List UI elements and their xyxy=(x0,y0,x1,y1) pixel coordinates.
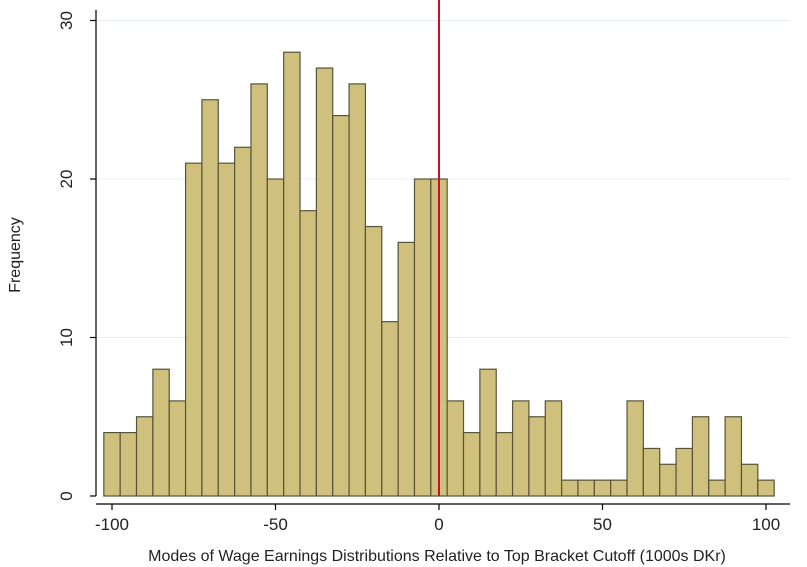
histogram-bar xyxy=(675,447,694,497)
histogram-bar xyxy=(691,416,710,497)
histogram-bar xyxy=(299,210,317,497)
x-tick-label: -50 xyxy=(263,515,288,534)
histogram-bar xyxy=(708,479,726,497)
histogram-bar xyxy=(577,479,595,497)
y-tick-label: 30 xyxy=(57,11,76,30)
histogram-bar xyxy=(234,146,252,497)
histogram-bar xyxy=(495,432,514,497)
x-axis-label: Modes of Wage Earnings Distributions Rel… xyxy=(148,548,726,565)
histogram-bar xyxy=(152,368,170,497)
histogram-bar xyxy=(740,463,759,497)
histogram-bar xyxy=(561,479,579,497)
histogram-bar xyxy=(283,51,301,497)
histogram-bar xyxy=(724,416,743,497)
histogram-bar xyxy=(511,400,530,497)
histogram-bar xyxy=(446,400,465,497)
tick-labels: 0 10 20 30 -100 -50 0 50 100 xyxy=(57,11,780,534)
histogram-bar xyxy=(626,400,644,497)
histogram-bar xyxy=(217,162,236,497)
histogram-bar xyxy=(184,162,203,497)
histogram-bar xyxy=(168,400,187,497)
histogram-bar xyxy=(479,368,497,497)
histogram-bar xyxy=(593,479,612,497)
y-tick-label: 0 xyxy=(57,491,76,500)
histogram-bar xyxy=(250,83,268,497)
histogram-bar xyxy=(610,479,628,497)
histogram-bar xyxy=(642,447,661,497)
histogram-bar xyxy=(315,67,334,497)
histogram-bar xyxy=(544,400,563,497)
histogram-bar xyxy=(528,416,546,497)
histogram-bar xyxy=(757,479,775,497)
x-tick-label: 100 xyxy=(752,515,780,534)
histogram-bar xyxy=(413,178,432,497)
histogram-bar xyxy=(381,321,399,497)
histogram-bars xyxy=(103,51,775,497)
y-axis-label: Frequency xyxy=(7,217,24,293)
x-tick-label: -100 xyxy=(95,515,129,534)
y-tick-label: 10 xyxy=(57,328,76,347)
histogram-bar xyxy=(332,114,350,497)
histogram-bar xyxy=(348,83,367,497)
axes xyxy=(90,10,790,510)
histogram-bar xyxy=(397,241,416,497)
histogram-bar xyxy=(364,225,383,497)
histogram-bar xyxy=(462,432,481,497)
x-tick-label: 50 xyxy=(593,515,612,534)
histogram-bar xyxy=(135,416,154,497)
histogram-bar xyxy=(201,99,219,497)
histogram-bar xyxy=(119,432,138,497)
histogram-bar xyxy=(103,432,121,497)
histogram-bar xyxy=(266,178,285,497)
y-tick-label: 20 xyxy=(57,170,76,189)
histogram-bar xyxy=(659,463,677,497)
x-tick-label: 0 xyxy=(434,515,443,534)
